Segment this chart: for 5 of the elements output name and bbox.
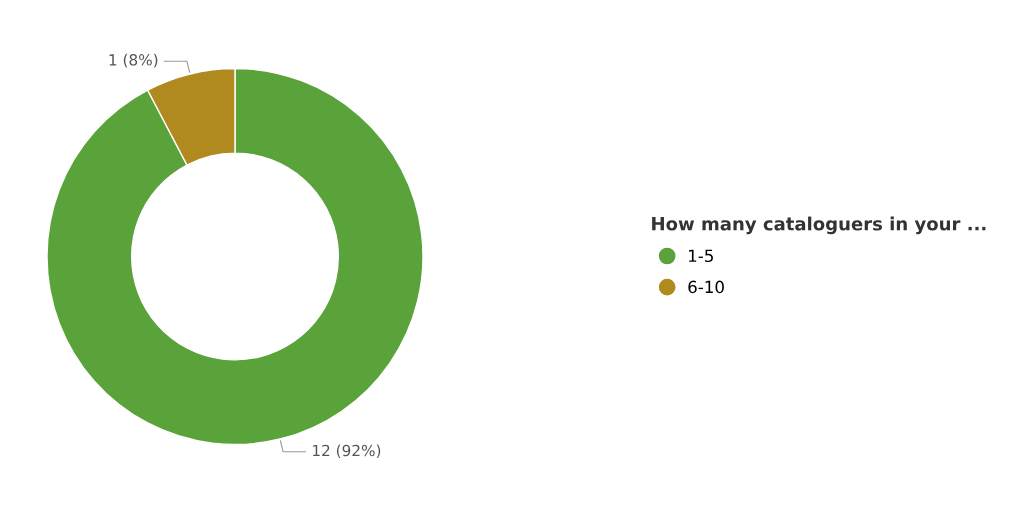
legend-label: 6-10 — [688, 280, 724, 294]
legend-title: How many cataloguers in your ... — [652, 216, 986, 235]
data-label: 1 (8%) — [109, 53, 158, 68]
data-label: 12 (92%) — [313, 444, 381, 459]
legend-label: 1-5 — [689, 249, 713, 263]
